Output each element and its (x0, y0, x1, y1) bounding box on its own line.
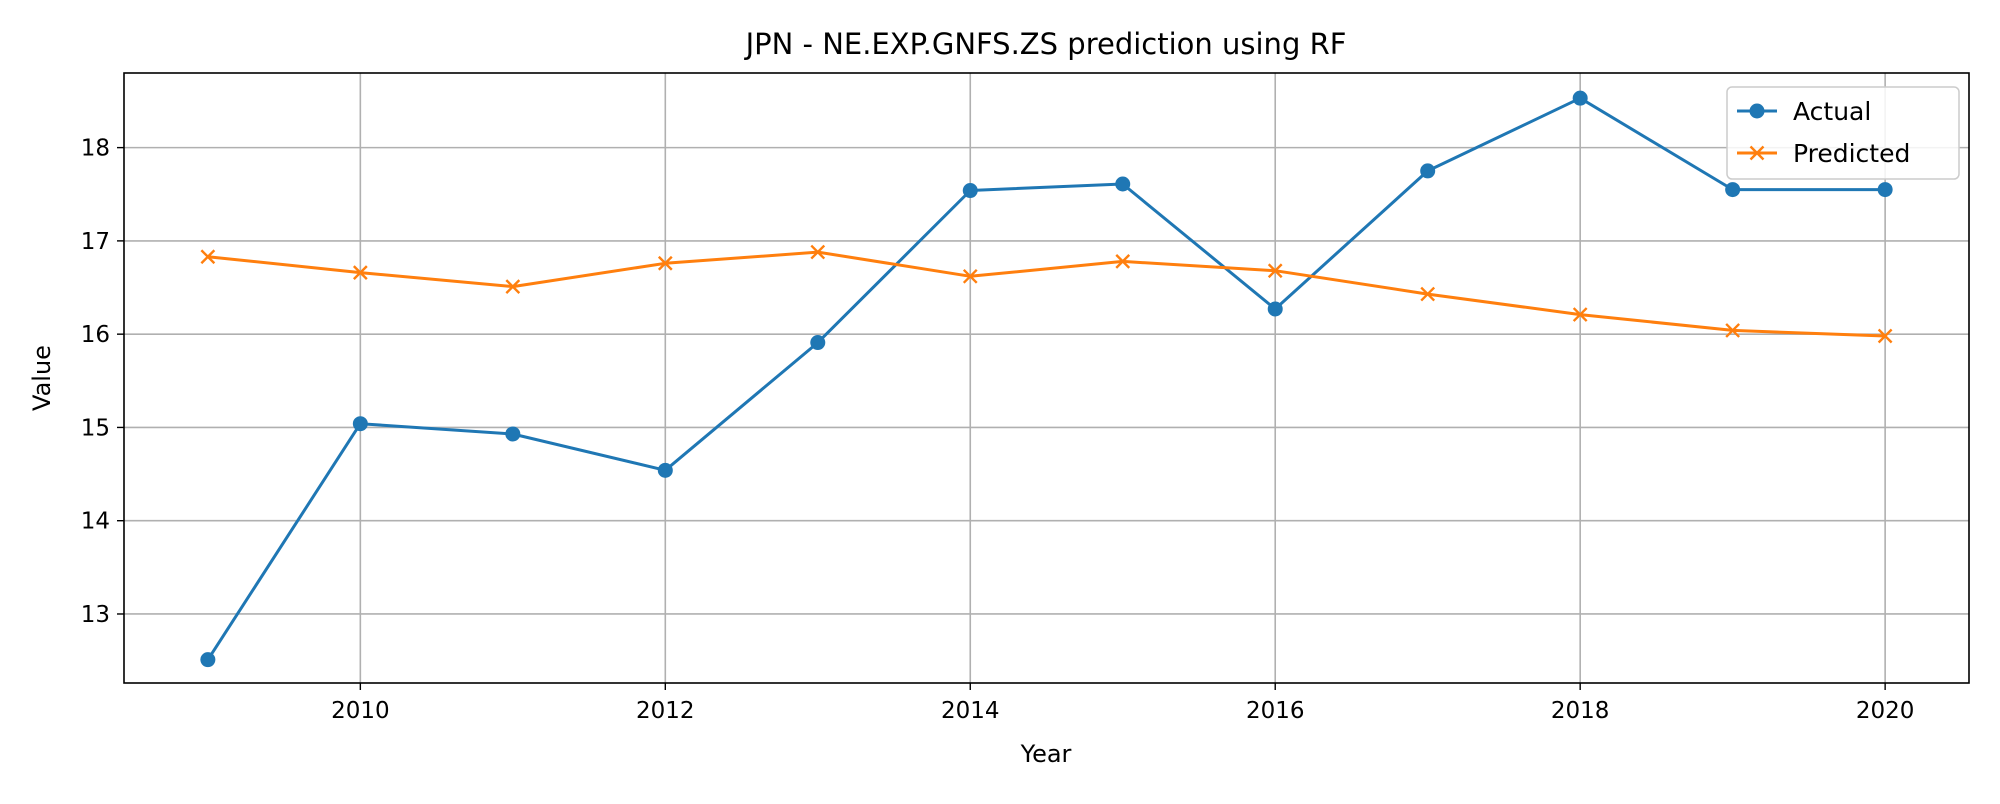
x-axis-ticks: 2010 2012 2014 2016 2018 2020 (331, 683, 1914, 724)
y-tick-label: 18 (81, 136, 110, 162)
x-axis-label: Year (1020, 740, 1072, 768)
predicted-point (1725, 323, 1741, 338)
actual-point (1267, 301, 1283, 317)
legend-circle-marker (1749, 103, 1765, 119)
legend-x-marker (1749, 145, 1765, 161)
actual-point (505, 426, 521, 442)
series-predicted (200, 244, 1893, 344)
y-tick-label: 13 (81, 602, 110, 628)
y-tick-label: 17 (81, 229, 110, 255)
actual-point (1572, 90, 1588, 106)
predicted-point (1267, 263, 1283, 279)
actual-point (200, 652, 216, 668)
chart-title: JPN - NE.EXP.GNFS.ZS prediction using RF (744, 27, 1347, 61)
y-axis-ticks: 13 14 15 16 17 18 (81, 136, 124, 628)
x-tick-label: 2016 (1246, 698, 1305, 724)
legend-label: Actual (1793, 97, 1871, 126)
y-axis-label: Value (28, 345, 56, 411)
actual-point (657, 462, 673, 478)
actual-point (1725, 182, 1741, 198)
legend[interactable]: Actual Predicted (1726, 86, 1960, 180)
actual-point (1420, 163, 1436, 179)
predicted-point (1420, 286, 1436, 302)
predicted-point (505, 279, 521, 294)
y-tick-label: 15 (81, 415, 110, 441)
predicted-point (657, 255, 673, 271)
x-tick-label: 2020 (1856, 698, 1915, 724)
actual-point (962, 183, 978, 199)
x-tick-label: 2012 (636, 698, 695, 724)
predicted-point (962, 268, 978, 284)
actual-point (810, 335, 826, 351)
x-tick-label: 2018 (1551, 698, 1610, 724)
predicted-point (200, 249, 216, 265)
legend-item-actual[interactable]: Actual (1737, 97, 1871, 126)
x-tick-label: 2010 (331, 698, 390, 724)
actual-line (206, 96, 1886, 661)
y-tick-label: 14 (81, 509, 110, 535)
plot-frame (123, 72, 1970, 684)
predicted-point (1115, 254, 1131, 269)
x-tick-label: 2014 (941, 698, 1000, 724)
predicted-point (1877, 328, 1893, 344)
predicted-point (810, 244, 826, 260)
actual-point (352, 416, 368, 432)
predicted-point (1572, 307, 1588, 322)
series-layer (200, 90, 1893, 668)
series-actual (200, 90, 1893, 668)
actual-point (1115, 176, 1131, 192)
y-tick-label: 16 (81, 322, 110, 348)
actual-point (1877, 182, 1893, 198)
predicted-point (352, 265, 368, 280)
legend-item-predicted[interactable]: Predicted (1737, 139, 1910, 168)
legend-box (1726, 86, 1960, 180)
legend-label: Predicted (1793, 139, 1910, 168)
predicted-line (207, 250, 1886, 338)
